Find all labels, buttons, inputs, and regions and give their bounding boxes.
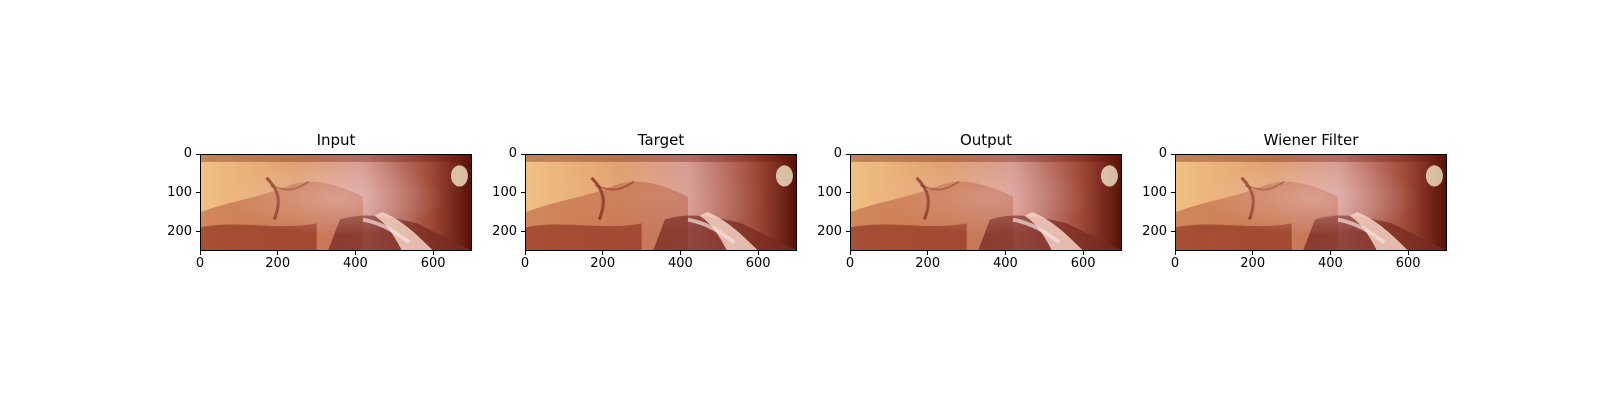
- y-tick: [521, 192, 525, 194]
- x-tick: [679, 251, 681, 255]
- y-tick: [1171, 153, 1175, 155]
- x-tick: [757, 251, 759, 255]
- y-tick-label: 100: [492, 184, 517, 200]
- x-tick-label: 0: [845, 256, 855, 271]
- x-tick-label: 200: [1240, 256, 1266, 271]
- y-tick-label: 200: [167, 223, 192, 239]
- surgical-image: [851, 155, 1121, 250]
- y-tick: [846, 231, 850, 233]
- x-tick: [277, 251, 279, 255]
- y-tick: [196, 192, 200, 194]
- y-tick-label: 200: [492, 223, 517, 239]
- x-tick-label: 0: [195, 256, 205, 271]
- x-tick: [927, 251, 929, 255]
- y-tick: [521, 231, 525, 233]
- y-tick: [1171, 231, 1175, 233]
- x-tick: [1082, 251, 1084, 255]
- x-tick: [1252, 251, 1254, 255]
- image-axes: [850, 154, 1122, 251]
- x-tick-label: 200: [915, 256, 941, 271]
- panel-title: Target: [637, 131, 685, 149]
- x-tick-label: 400: [343, 256, 368, 271]
- y-tick-label: 0: [183, 146, 192, 161]
- y-tick-label: 100: [817, 184, 842, 200]
- x-tick: [1004, 251, 1006, 255]
- x-tick: [1174, 251, 1176, 255]
- x-tick: [354, 251, 356, 255]
- x-tick: [1329, 251, 1331, 255]
- surgical-image: [526, 155, 796, 250]
- x-tick-label: 200: [590, 256, 616, 271]
- image-axes: [1175, 154, 1447, 251]
- y-tick-label: 200: [817, 223, 842, 239]
- x-tick-label: 600: [420, 256, 446, 271]
- image-axes: [525, 154, 797, 251]
- x-tick-label: 0: [1170, 256, 1180, 271]
- panel-title: Wiener Filter: [1263, 131, 1359, 149]
- y-tick: [196, 231, 200, 233]
- x-tick: [1407, 251, 1409, 255]
- panel-title: Input: [316, 131, 356, 149]
- x-tick: [432, 251, 434, 255]
- x-tick: [199, 251, 201, 255]
- y-tick-label: 100: [1142, 184, 1167, 200]
- x-tick-label: 400: [1318, 256, 1343, 271]
- x-tick: [849, 251, 851, 255]
- y-tick-label: 200: [1142, 223, 1167, 239]
- image-axes: [200, 154, 472, 251]
- y-tick: [196, 153, 200, 155]
- surgical-image: [1176, 155, 1446, 250]
- y-tick: [846, 153, 850, 155]
- x-tick-label: 600: [1070, 256, 1096, 271]
- y-tick: [846, 192, 850, 194]
- y-tick-label: 0: [1158, 146, 1167, 161]
- y-tick-label: 100: [167, 184, 192, 200]
- y-tick-label: 0: [508, 146, 517, 161]
- x-tick-label: 400: [668, 256, 693, 271]
- y-tick-label: 0: [833, 146, 842, 161]
- x-tick: [524, 251, 526, 255]
- x-tick-label: 200: [265, 256, 291, 271]
- y-tick: [1171, 192, 1175, 194]
- y-tick: [521, 153, 525, 155]
- x-tick: [602, 251, 604, 255]
- x-tick-label: 600: [1395, 256, 1421, 271]
- x-tick-label: 400: [993, 256, 1018, 271]
- x-tick-label: 600: [745, 256, 771, 271]
- x-tick-label: 0: [520, 256, 530, 271]
- panel-title: Output: [959, 131, 1013, 149]
- surgical-image: [201, 155, 471, 250]
